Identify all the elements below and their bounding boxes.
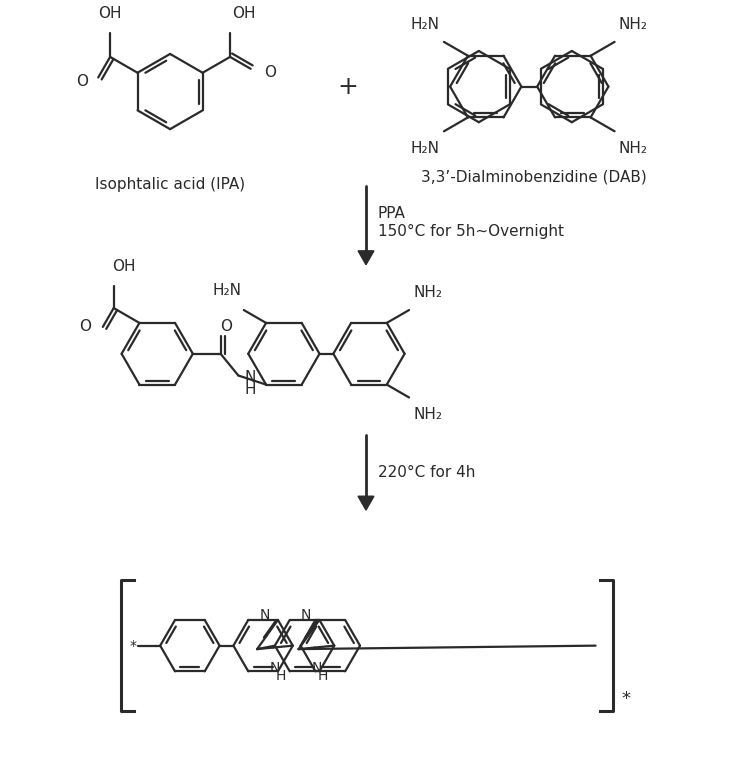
Text: H: H <box>244 382 255 397</box>
Text: OH: OH <box>98 6 122 21</box>
Text: N: N <box>259 608 269 622</box>
Text: NH₂: NH₂ <box>619 17 648 32</box>
Text: NH₂: NH₂ <box>619 142 648 156</box>
Text: H: H <box>276 669 286 683</box>
Text: NH₂: NH₂ <box>413 285 442 300</box>
Text: 3,3’-Dialminobenzidine (DAB): 3,3’-Dialminobenzidine (DAB) <box>422 170 647 185</box>
Text: N: N <box>244 370 255 385</box>
Text: *: * <box>621 690 630 708</box>
Text: O: O <box>264 65 277 81</box>
Text: O: O <box>76 74 89 89</box>
Text: N: N <box>301 608 311 622</box>
Text: H: H <box>318 669 328 683</box>
Text: +: + <box>337 74 359 99</box>
Text: Isophtalic acid (IPA): Isophtalic acid (IPA) <box>95 177 245 192</box>
Text: 150°C for 5h~Overnight: 150°C for 5h~Overnight <box>378 224 564 239</box>
Text: H₂N: H₂N <box>411 142 440 156</box>
Text: N: N <box>270 662 280 676</box>
Text: H₂N: H₂N <box>213 283 242 298</box>
Text: OH: OH <box>232 6 255 21</box>
Text: OH: OH <box>112 260 135 274</box>
Polygon shape <box>358 497 374 510</box>
Text: NH₂: NH₂ <box>413 407 442 422</box>
Text: 220°C for 4h: 220°C for 4h <box>378 465 475 480</box>
Text: O: O <box>220 319 233 334</box>
Text: O: O <box>79 319 91 335</box>
Polygon shape <box>358 251 374 264</box>
Text: *: * <box>130 639 136 653</box>
Text: N: N <box>311 662 322 676</box>
Text: PPA: PPA <box>378 206 406 221</box>
Text: H₂N: H₂N <box>411 17 440 32</box>
